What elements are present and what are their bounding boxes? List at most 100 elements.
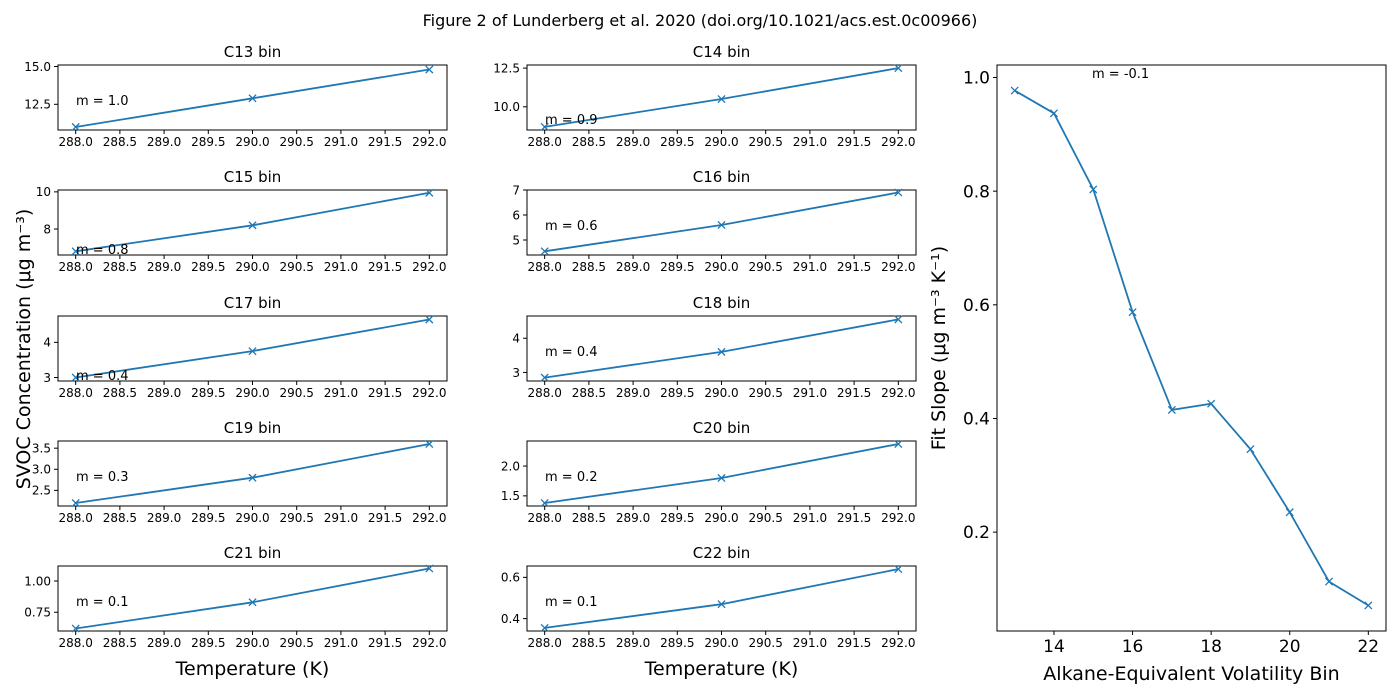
- x-tick-label: 288.5: [572, 386, 606, 400]
- axes-frame: [996, 64, 1387, 632]
- x-tick-label: 290.5: [749, 260, 783, 274]
- data-point-marker: [71, 373, 80, 382]
- y-tick-label: 2.0: [501, 459, 520, 473]
- x-tick-label: 291.5: [837, 636, 871, 650]
- y-tick-label: 0.4: [501, 612, 520, 626]
- y-tick-label: 5: [512, 233, 520, 247]
- x-tick-label: 291.5: [837, 511, 871, 525]
- data-point-marker: [894, 565, 903, 574]
- subplot-title: C17 bin: [224, 294, 282, 312]
- x-tick-label: 291.5: [368, 636, 402, 650]
- x-tick-label: 292.0: [881, 386, 915, 400]
- x-tick-label: 291.0: [324, 511, 358, 525]
- x-tick-label: 290.5: [280, 135, 314, 149]
- x-tick-label: 290.5: [280, 636, 314, 650]
- y-tick-label: 10: [36, 185, 51, 199]
- x-tick-label: 289.5: [660, 511, 694, 525]
- data-point-marker: [425, 439, 434, 449]
- data-point-marker: [425, 315, 434, 324]
- y-tick-label: 0.6: [501, 571, 520, 585]
- x-tick-label: 290.5: [280, 386, 314, 400]
- subplot-title: C13 bin: [224, 43, 282, 61]
- x-tick-label: 292.0: [881, 511, 915, 525]
- x-tick-label: 290.5: [749, 386, 783, 400]
- subplot-1: C13 bin 288.0 288.5 289.0 289.5 290.0 290.5 291…: [24, 43, 448, 149]
- y-tick-label: 0.75: [24, 606, 51, 620]
- x-tick-label: 290.0: [704, 135, 738, 149]
- slope-annotation: m = 1.0: [76, 94, 129, 109]
- x-tick-label: 292.0: [881, 260, 915, 274]
- x-tick-label: 292.0: [412, 511, 446, 525]
- x-tick-label: 291.0: [324, 260, 358, 274]
- x-tick-label: 288.5: [103, 135, 137, 149]
- y-tick-label: 0.2: [963, 523, 990, 543]
- x-tick-label: 290.0: [235, 386, 269, 400]
- x-tick-label: 290.0: [235, 135, 269, 149]
- x-tick-label: 291.5: [368, 386, 402, 400]
- y-tick-label: 0.6: [963, 296, 990, 316]
- data-point-marker: [1285, 508, 1294, 517]
- x-tick-label: 288.0: [528, 135, 562, 149]
- data-point-marker: [248, 221, 257, 230]
- x-tick-label: 290.5: [280, 511, 314, 525]
- series-line: [75, 191, 430, 253]
- subplot-title: C22 bin: [693, 544, 751, 562]
- series-line: [75, 567, 430, 630]
- x-tick-label: 292.0: [412, 260, 446, 274]
- data-point-marker: [894, 64, 903, 73]
- y-tick-label: 1.0: [963, 69, 990, 89]
- x-tick-label: 288.5: [572, 511, 606, 525]
- x-tick-label: 289.0: [147, 386, 181, 400]
- data-point-marker: [1089, 185, 1098, 194]
- x-tick-label: 289.5: [191, 386, 225, 400]
- series-line: [544, 568, 899, 629]
- subplot-9: C21 bin 288.0 288.5 289.0 289.5 290.0 290.5 291…: [24, 544, 448, 680]
- y-tick-label: 8: [43, 222, 51, 236]
- data-point-marker: [425, 65, 434, 74]
- x-tick-label: 289.5: [660, 260, 694, 274]
- x-tick-label: 289.5: [660, 386, 694, 400]
- x-tick-label: 291.5: [837, 260, 871, 274]
- data-point-marker: [71, 624, 80, 633]
- x-tick-label: 289.0: [616, 636, 650, 650]
- y-tick-label: 3.0: [32, 463, 51, 477]
- x-tick-label: 289.0: [616, 511, 650, 525]
- x-tick-label: 290.0: [235, 260, 269, 274]
- subplot-title: C16 bin: [693, 168, 751, 186]
- x-tick-label: 290.0: [704, 636, 738, 650]
- subplot-title: C14 bin: [693, 43, 751, 61]
- x-tick-label: 289.5: [660, 135, 694, 149]
- x-tick-label: 290.0: [704, 511, 738, 525]
- x-tick-label: 288.0: [528, 511, 562, 525]
- data-point-marker: [894, 439, 903, 449]
- x-tick-label: 292.0: [881, 636, 915, 650]
- x-tick-label: 290.0: [235, 636, 269, 650]
- x-tick-label: 291.5: [368, 260, 402, 274]
- x-tick-label: 291.0: [324, 386, 358, 400]
- slope-annotation: m = 0.6: [545, 219, 598, 234]
- y-tick-label: 0.4: [963, 410, 990, 430]
- y-tick-label: 1.00: [24, 574, 51, 588]
- x-tick-label: 289.5: [191, 511, 225, 525]
- x-tick-label: 18: [1200, 637, 1222, 657]
- data-point-marker: [248, 94, 257, 103]
- x-tick-label: 288.0: [528, 386, 562, 400]
- x-tick-label: 288.5: [103, 260, 137, 274]
- data-point-marker: [1049, 109, 1059, 118]
- data-point-marker: [717, 347, 726, 356]
- x-tick-label: 291.0: [324, 636, 358, 650]
- x-tick-label: 291.0: [793, 636, 827, 650]
- data-point-marker: [425, 188, 434, 197]
- x-tick-label: 292.0: [412, 636, 446, 650]
- data-point-marker: [1364, 601, 1373, 610]
- data-point-marker: [248, 473, 257, 482]
- y-tick-label: 0.8: [963, 182, 990, 202]
- x-axis-label: Temperature (K): [644, 658, 799, 680]
- data-point-marker: [717, 600, 726, 609]
- subplot-title: C19 bin: [224, 419, 282, 437]
- x-tick-label: 288.0: [528, 260, 562, 274]
- x-tick-label: 288.5: [572, 135, 606, 149]
- x-tick-label: 291.0: [793, 386, 827, 400]
- data-point-marker: [1207, 399, 1216, 408]
- x-tick-label: 289.0: [147, 511, 181, 525]
